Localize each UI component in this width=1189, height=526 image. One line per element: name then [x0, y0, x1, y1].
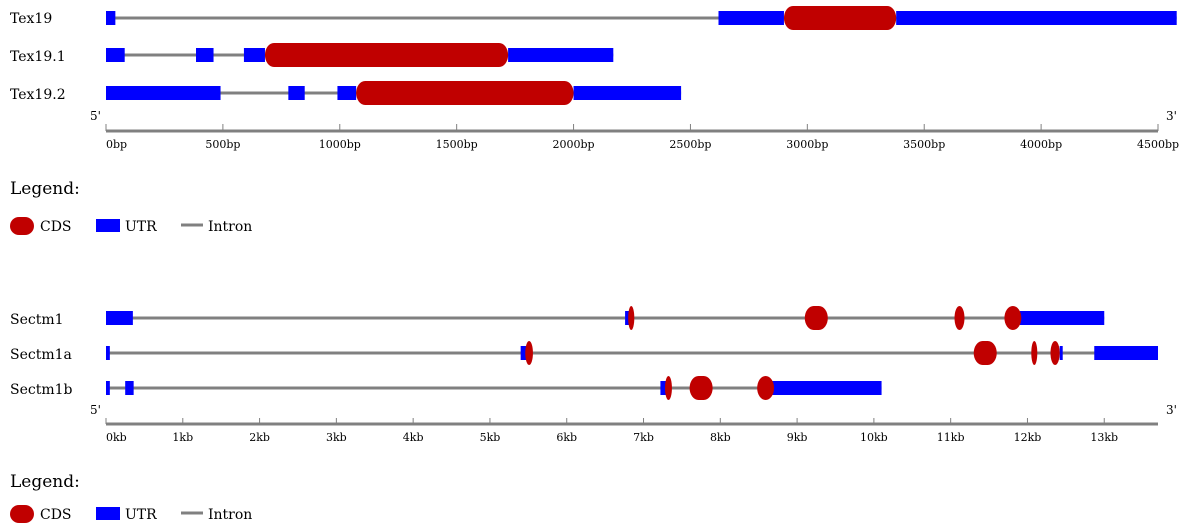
sectm1-transcripts: [106, 306, 1158, 400]
cds-block: [665, 376, 672, 400]
legend-2: Legend: CDS UTR Intron: [10, 472, 252, 523]
utr-block: [106, 48, 125, 62]
utr-block: [1059, 346, 1063, 360]
tick-label: 1500bp: [436, 138, 478, 151]
tick-label: 13kb: [1090, 431, 1118, 444]
track-label-sectm1: Sectm1: [10, 312, 64, 328]
legend-utr-label: UTR: [125, 219, 157, 235]
sectm1-axis-ticks: 0kb 1kb 2kb 3kb 4kb 5kb 6kb 7kb 8kb 9kb 10kb 11kb 12…: [105, 418, 1118, 444]
tex19-panel: Tex19 Tex19.1 Tex19.2 0bp 500bp 1000bp 1500…: [10, 6, 1179, 151]
utr-block: [106, 381, 110, 395]
tick-label: 500bp: [205, 138, 240, 151]
utr-block: [508, 48, 614, 62]
tex19-transcripts: [106, 6, 1177, 105]
utr-block: [770, 381, 882, 395]
utr-block: [125, 381, 134, 395]
tick-label: 2500bp: [669, 138, 711, 151]
tick-label: 8kb: [710, 431, 731, 444]
tick-label: 2kb: [249, 431, 270, 444]
legend-cds-swatch: [10, 505, 34, 523]
cds-block: [628, 306, 635, 330]
legend-intron-label: Intron: [208, 219, 252, 235]
cds-block: [804, 306, 828, 330]
tick-label: 4500bp: [1137, 138, 1179, 151]
tick-label: 6kb: [556, 431, 577, 444]
track-label-sectm1b: Sectm1b: [10, 382, 73, 398]
tick-label: 11kb: [937, 431, 965, 444]
utr-block: [1019, 311, 1105, 325]
tick-label: 0kb: [106, 431, 127, 444]
cds-block: [264, 43, 509, 67]
cds-block: [954, 306, 965, 330]
tick-label: 3kb: [326, 431, 347, 444]
sectm1-panel: Sectm1 Sectm1a Sectm1b 0kb 1kb 2kb 3kb 4kb 5k…: [10, 306, 1177, 444]
legend-utr-swatch: [96, 507, 120, 520]
cds-block: [1050, 341, 1060, 365]
utr-block: [106, 11, 116, 25]
tick-label: 1000bp: [319, 138, 361, 151]
tick-label: 5kb: [480, 431, 501, 444]
utr-block: [106, 311, 133, 325]
legend-title: Legend:: [10, 472, 80, 492]
three-prime-label: 3': [1166, 403, 1177, 417]
utr-block: [896, 11, 1177, 25]
tick-label: 7kb: [633, 431, 654, 444]
five-prime-label: 5': [90, 109, 101, 123]
cds-block: [689, 376, 713, 400]
cds-block: [525, 341, 533, 365]
utr-block: [106, 86, 221, 100]
legend-cds-label: CDS: [40, 507, 72, 523]
utr-block: [337, 86, 357, 100]
cds-block: [1004, 306, 1022, 330]
legend-utr-label: UTR: [125, 507, 157, 523]
track-label-sectm1a: Sectm1a: [10, 347, 72, 363]
tick-label: 3500bp: [903, 138, 945, 151]
track-label-tex19-1: Tex19.1: [10, 49, 66, 65]
three-prime-label: 3': [1166, 109, 1177, 123]
tick-label: 3000bp: [786, 138, 828, 151]
utr-block: [718, 11, 784, 25]
tick-label: 4000bp: [1020, 138, 1062, 151]
legend-1: Legend: CDS UTR Intron: [10, 179, 252, 235]
cds-block: [356, 81, 574, 105]
legend-cds-label: CDS: [40, 219, 72, 235]
utr-block: [520, 346, 527, 360]
tick-label: 9kb: [787, 431, 808, 444]
utr-block: [196, 48, 214, 62]
tex19-axis-ticks: 0bp 500bp 1000bp 1500bp 2000bp 2500bp 3000bp 35…: [105, 124, 1179, 151]
utr-block: [243, 48, 265, 62]
legend-cds-swatch: [10, 217, 34, 235]
legend-utr-swatch: [96, 219, 120, 232]
legend-title: Legend:: [10, 179, 80, 199]
utr-block: [660, 381, 667, 395]
cds-block: [1031, 341, 1038, 365]
utr-block: [288, 86, 305, 100]
utr-block: [106, 346, 110, 360]
tick-label: 12kb: [1014, 431, 1042, 444]
cds-block: [973, 341, 997, 365]
cds-block: [783, 6, 897, 30]
cds-block: [757, 376, 775, 400]
tick-label: 4kb: [403, 431, 424, 444]
tick-label: 2000bp: [553, 138, 595, 151]
utr-block: [1094, 346, 1158, 360]
legend-intron-label: Intron: [208, 507, 252, 523]
tick-label: 1kb: [172, 431, 193, 444]
tick-label: 10kb: [860, 431, 888, 444]
utr-block: [573, 86, 682, 100]
track-label-tex19: Tex19: [10, 11, 52, 27]
track-label-tex19-2: Tex19.2: [10, 87, 66, 103]
tick-label: 0bp: [106, 138, 127, 151]
five-prime-label: 5': [90, 403, 101, 417]
